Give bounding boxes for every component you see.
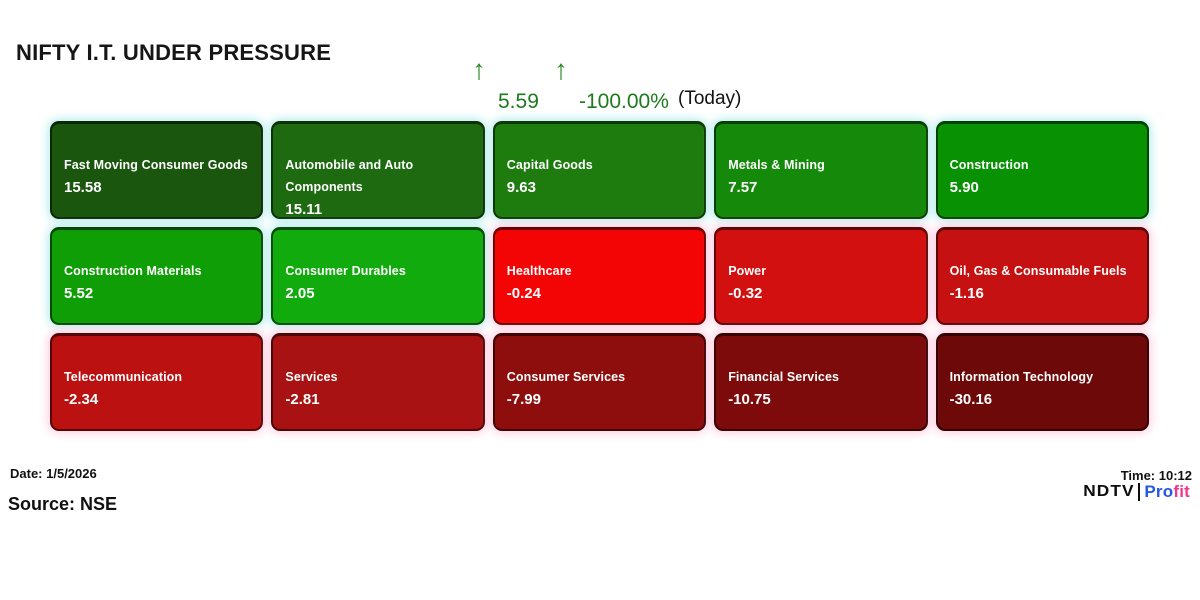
period-label: (Today) [678, 88, 742, 109]
page-title: NIFTY I.T. UNDER PRESSURE [16, 40, 332, 65]
up-arrow-icon: ↑ [472, 54, 486, 85]
heatmap-tile-information-technology: Information Technology -30.16 [935, 333, 1149, 431]
heatmap-tile-financial-services: Financial Services -10.75 [714, 333, 928, 431]
heatmap-tile-fast-moving-consumer-goods: Fast Moving Consumer Goods 15.58 [50, 121, 264, 219]
sector-change-value: -2.34 [64, 391, 99, 408]
sector-change-value: -30.16 [949, 391, 993, 408]
sector-name: Capital Goods [506, 158, 593, 172]
ndtv-profit-logo: NDTV Profit [1083, 482, 1190, 502]
sector-change-value: -0.24 [506, 285, 541, 302]
heatmap-tile-metals-mining: Metals & Mining 7.57 [714, 121, 928, 219]
heatmap-tile-telecommunication: Telecommunication -2.34 [50, 333, 264, 431]
sector-change-value: 15.58 [64, 179, 102, 196]
logo-separator [1138, 483, 1141, 501]
index-change-percent: -100.00% [579, 90, 669, 113]
sector-name: Consumer Durables [285, 264, 406, 278]
heatmap-tile-construction-materials: Construction Materials 5.52 [50, 227, 264, 325]
heatmap-tile-services: Services -2.81 [271, 333, 485, 431]
sector-name: Information Technology [949, 370, 1094, 384]
sector-change-value: -2.81 [285, 391, 320, 408]
sector-heatmap: Fast Moving Consumer Goods 15.58 Automobil… [50, 121, 1149, 431]
sector-change-value: -7.99 [506, 391, 541, 408]
sector-change-value: -1.16 [949, 285, 984, 302]
time-label: Time: 10:12 [1120, 468, 1192, 483]
profit-logo-text-blue: Pro [1144, 482, 1174, 501]
sector-name: Consumer Services [506, 370, 626, 384]
ndtv-logo-text: NDTV [1083, 483, 1135, 500]
profit-logo-text: Profit [1144, 482, 1190, 502]
source-label: Source: NSE [8, 494, 118, 514]
sector-name: Services [285, 370, 338, 384]
sector-name: Fast Moving Consumer Goods [64, 158, 248, 172]
sector-change-value: -10.75 [728, 391, 771, 408]
heatmap-tile-automobile-and-auto-components: Automobile and Auto Components 15.11 [271, 121, 485, 219]
sector-name: Healthcare [506, 264, 572, 278]
sector-name: Construction Materials [64, 264, 202, 278]
heatmap-tile-capital-goods: Capital Goods 9.63 [492, 121, 707, 219]
profit-logo-text-pink: fit [1173, 482, 1190, 501]
index-value: 5.59 [498, 90, 539, 113]
sector-change-value: -0.32 [728, 285, 763, 302]
sector-change-value: 9.63 [506, 179, 536, 196]
heatmap-tile-consumer-durables: Consumer Durables 2.05 [271, 227, 485, 325]
sector-name: Oil, Gas & Consumable Fuels [949, 264, 1127, 278]
heatmap-tile-oil-gas-consumable-fuels: Oil, Gas & Consumable Fuels -1.16 [935, 227, 1149, 325]
sector-change-value: 5.90 [949, 179, 979, 196]
heatmap-tile-construction: Construction 5.90 [935, 121, 1149, 219]
sector-name: Automobile and Auto Components [285, 158, 414, 194]
heatmap-tile-healthcare: Healthcare -0.24 [492, 227, 707, 325]
sector-name: Metals & Mining [728, 158, 825, 172]
heatmap-tile-consumer-services: Consumer Services -7.99 [492, 333, 707, 431]
sector-change-value: 15.11 [285, 201, 323, 218]
sector-change-value: 2.05 [285, 285, 315, 302]
sector-name: Telecommunication [64, 370, 183, 384]
date-label: Date: 1/5/2026 [10, 466, 97, 481]
sector-change-value: 7.57 [728, 179, 758, 196]
sector-name: Power [728, 264, 767, 278]
up-arrow-icon: ↑ [554, 54, 568, 85]
heatmap-tile-power: Power -0.32 [714, 227, 928, 325]
sector-change-value: 5.52 [64, 285, 94, 302]
sector-name: Financial Services [728, 370, 840, 384]
sector-name: Construction [949, 158, 1029, 172]
